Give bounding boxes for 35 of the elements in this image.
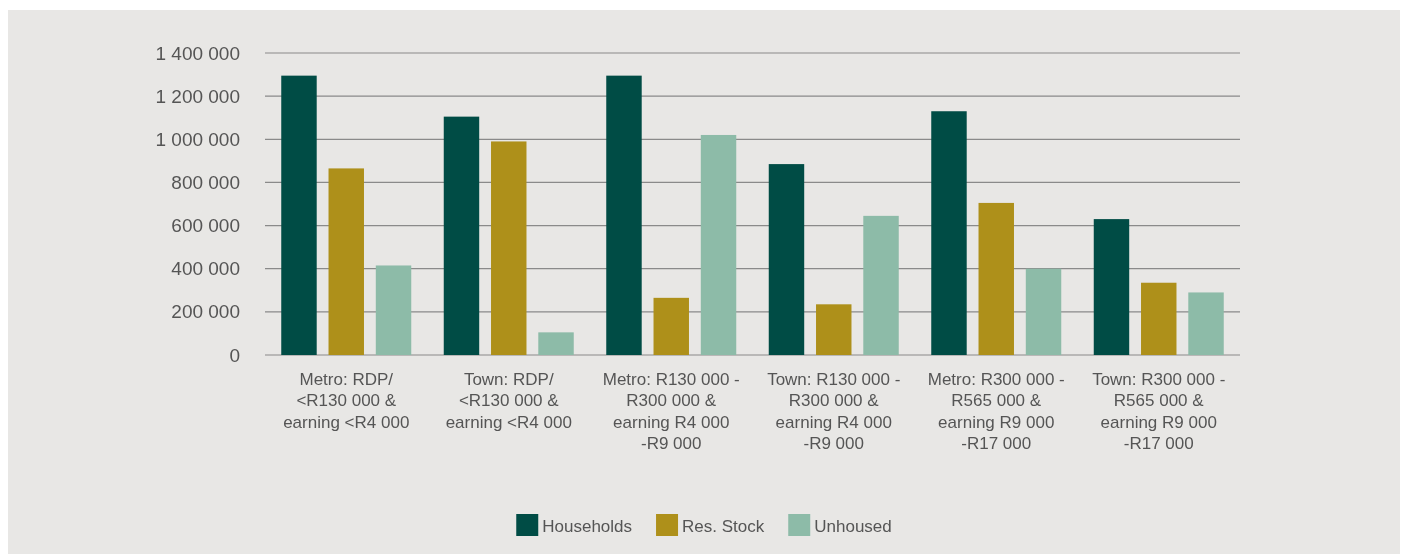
bar xyxy=(931,111,967,355)
x-tick-label: Metro: R130 000 - R300 000 & earning R4 000 -R9 000 xyxy=(602,370,740,453)
bar xyxy=(1188,292,1224,355)
y-tick-label: 0 xyxy=(229,344,240,366)
y-tick-label: 1 200 000 xyxy=(155,85,240,107)
bar xyxy=(606,75,642,355)
y-tick-label: 600 000 xyxy=(171,215,240,237)
x-tick-label: Town: R300 000 - R565 000 & earning R9 000 -R17 000 xyxy=(1092,370,1226,453)
x-tick-label: Metro: R300 000 - R565 000 & earning R9 000 -R17 000 xyxy=(927,370,1065,453)
bar xyxy=(375,265,412,355)
x-tick-label: Town: RDP/ <R130 000 & earning <R4 000 xyxy=(445,370,572,432)
y-tick-label: 800 000 xyxy=(171,172,240,194)
bar xyxy=(538,332,574,355)
bar xyxy=(653,297,689,355)
legend-label: Households xyxy=(542,517,633,536)
bar xyxy=(768,164,805,355)
bar xyxy=(700,134,737,355)
bar xyxy=(1141,282,1177,355)
bar xyxy=(978,202,1014,355)
bar xyxy=(443,116,480,355)
x-tick-label: Metro: RDP/ <R130 000 & earning <R4 000 xyxy=(283,370,410,432)
y-tick-label: 200 000 xyxy=(171,301,240,323)
x-tick-label: Town: R130 000 - R300 000 & earning R4 000 -R9 000 xyxy=(767,370,901,453)
legend-label: Unhoused xyxy=(814,517,892,536)
bar xyxy=(1025,268,1062,355)
y-tick-label: 400 000 xyxy=(171,258,240,280)
bar xyxy=(491,141,527,355)
bar xyxy=(1093,219,1130,355)
bar xyxy=(281,75,317,355)
bar xyxy=(816,304,852,355)
bar xyxy=(328,168,364,355)
legend-label: Res. Stock xyxy=(682,517,765,536)
y-tick-label: 1 000 000 xyxy=(155,128,240,150)
y-tick-label: 1 400 000 xyxy=(155,42,240,64)
bar xyxy=(863,215,899,355)
